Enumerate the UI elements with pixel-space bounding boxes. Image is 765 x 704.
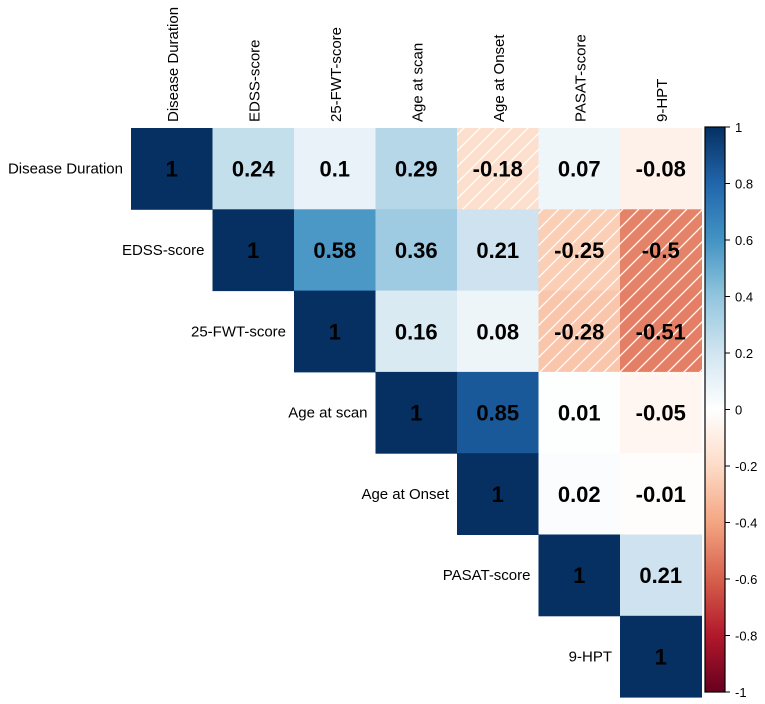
cell-label-0-5: 0.07 (558, 157, 601, 182)
cell-label-1-2: 0.58 (313, 238, 356, 263)
cell-1-2 (294, 209, 376, 292)
colorbar-tick-label: 0 (735, 403, 742, 418)
cell-2-3 (375, 290, 458, 373)
cell-label-3-6: -0.05 (636, 401, 686, 426)
cell-label-0-0: 1 (166, 157, 178, 182)
row-label: EDSS-score (122, 242, 205, 259)
cell-1-4 (457, 209, 539, 292)
cell-1-3 (375, 209, 458, 292)
cell-0-2 (294, 128, 376, 210)
cell-label-2-5: -0.28 (554, 319, 604, 344)
cell-hatch-2-5 (538, 290, 621, 373)
cell-0-1 (212, 128, 295, 210)
cell-label-1-3: 0.36 (395, 238, 438, 263)
cell-3-3 (375, 371, 458, 454)
column-label: Disease Duration (165, 7, 182, 122)
cell-label-4-6: -0.01 (636, 482, 686, 507)
cell-hatch-0-4 (457, 128, 539, 210)
colorbar-tick-label: 0.6 (735, 233, 753, 248)
cell-label-1-6: -0.5 (642, 238, 680, 263)
colorbar-tick-label: 0.8 (735, 177, 753, 192)
colorbar-tick-label: -1 (735, 685, 747, 700)
colorbar (704, 126, 726, 693)
cell-0-0 (131, 128, 213, 210)
row-label: PASAT-score (443, 567, 531, 584)
cell-label-1-4: 0.21 (476, 238, 519, 263)
cell-3-6 (620, 371, 702, 454)
cell-hatch-1-5 (538, 209, 621, 292)
cell-hatch-2-6 (620, 290, 702, 373)
cell-1-1 (212, 209, 295, 292)
cell-label-3-3: 1 (410, 401, 422, 426)
cell-4-6 (620, 453, 702, 535)
cell-label-0-3: 0.29 (395, 157, 438, 182)
cell-5-5 (538, 534, 621, 617)
cell-label-0-6: -0.08 (636, 157, 686, 182)
column-label: PASAT-score (572, 34, 589, 122)
row-label: Disease Duration (8, 161, 123, 178)
row-label: Age at Onset (361, 486, 449, 503)
cell-label-5-5: 1 (573, 563, 585, 588)
cell-0-6 (620, 128, 702, 210)
cell-label-2-2: 1 (329, 319, 341, 344)
colorbar-tick-label: 0.4 (735, 290, 753, 305)
colorbar-tick-label: 0.2 (735, 346, 753, 361)
cell-label-2-3: 0.16 (395, 319, 438, 344)
cell-5-6 (620, 534, 702, 617)
colorbar-tick-label: -0.2 (735, 459, 757, 474)
cell-hatch-1-6 (620, 209, 702, 292)
cell-6-6 (620, 615, 702, 698)
colorbar-tick-label: -0.8 (735, 629, 757, 644)
row-label: Age at scan (288, 405, 367, 422)
cell-4-4 (457, 453, 539, 535)
cell-2-2 (294, 290, 376, 373)
cell-label-1-5: -0.25 (554, 238, 604, 263)
column-label: Age at scan (409, 43, 426, 122)
cell-4-5 (538, 453, 621, 535)
cell-label-6-6: 1 (655, 644, 667, 669)
column-label: EDSS-score (246, 39, 263, 122)
row-label: 25-FWT-score (191, 323, 286, 340)
cell-label-4-4: 1 (492, 482, 504, 507)
row-label: 9-HPT (569, 648, 612, 665)
colorbar-tick-label: 1 (735, 120, 742, 135)
cell-label-1-1: 1 (247, 238, 259, 263)
cell-0-3 (375, 128, 458, 210)
column-label: Age at Onset (491, 34, 508, 122)
cell-label-2-6: -0.51 (636, 319, 686, 344)
column-label: 9-HPT (654, 79, 671, 122)
cell-2-4 (457, 290, 539, 373)
cell-label-0-2: 0.1 (319, 157, 350, 182)
cell-0-5 (538, 128, 621, 210)
colorbar-tick-label: -0.6 (735, 572, 757, 587)
cell-label-3-5: 0.01 (558, 401, 601, 426)
cell-label-0-4: -0.18 (473, 157, 523, 182)
cell-label-5-6: 0.21 (639, 563, 682, 588)
cell-3-5 (538, 371, 621, 454)
column-label: 25-FWT-score (328, 27, 345, 122)
cell-label-0-1: 0.24 (232, 157, 276, 182)
colorbar-tick-label: -0.4 (735, 516, 757, 531)
cell-label-3-4: 0.85 (476, 401, 519, 426)
cell-label-4-5: 0.02 (558, 482, 601, 507)
cell-label-2-4: 0.08 (476, 319, 519, 344)
cell-3-4 (457, 371, 539, 454)
